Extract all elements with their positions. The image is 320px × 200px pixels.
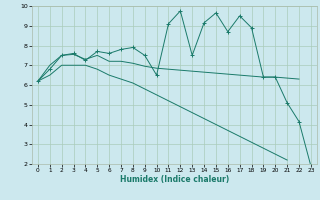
X-axis label: Humidex (Indice chaleur): Humidex (Indice chaleur): [120, 175, 229, 184]
